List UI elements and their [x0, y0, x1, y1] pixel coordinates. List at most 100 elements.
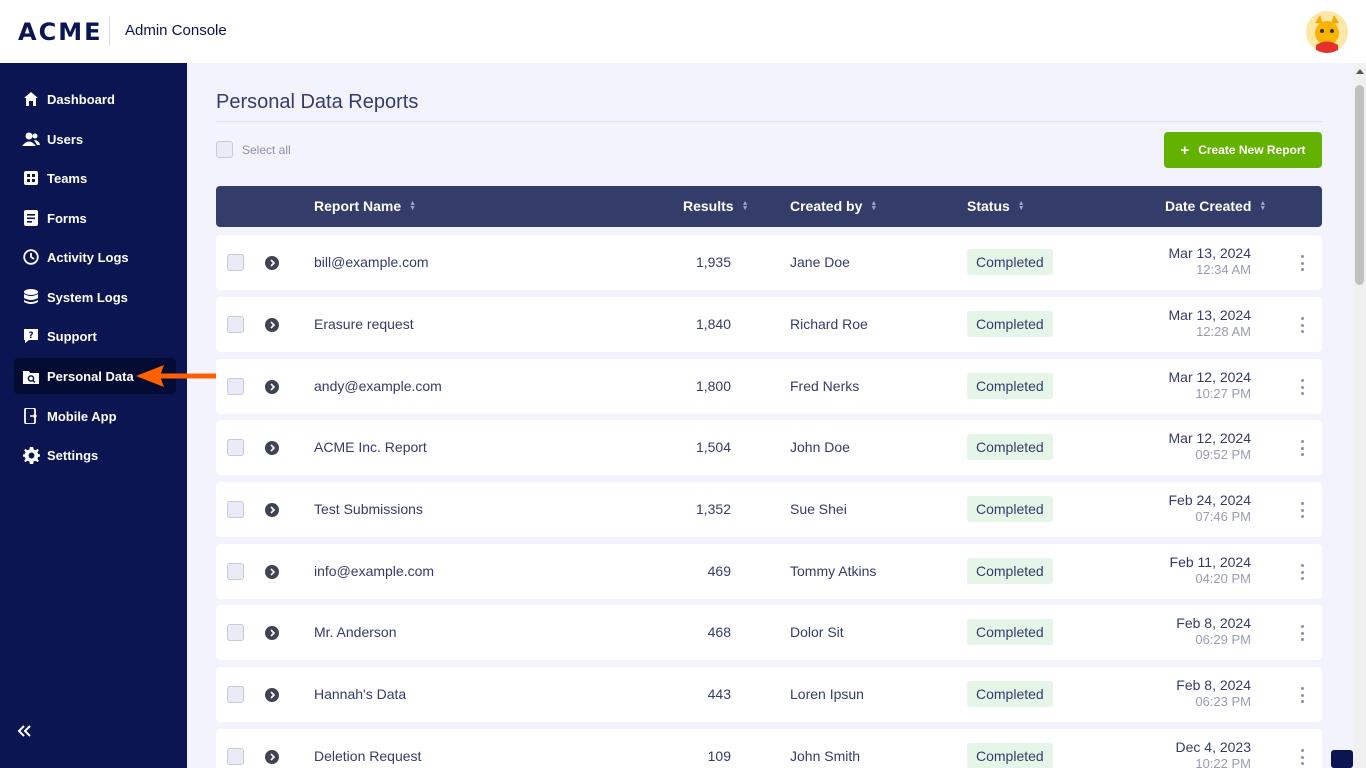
expand-arrow-icon[interactable] — [265, 688, 279, 702]
column-header-status[interactable]: Status ▲ ▼ — [967, 198, 1025, 214]
create-new-report-button[interactable]: + Create New Report — [1164, 132, 1322, 168]
report-name[interactable]: ACME Inc. Report — [314, 439, 427, 455]
user-avatar[interactable] — [1306, 11, 1348, 53]
sidebar-item-forms[interactable]: Forms — [14, 200, 176, 236]
results-count: 1,352 — [695, 501, 731, 517]
row-checkbox[interactable] — [227, 748, 244, 765]
column-header-created-by[interactable]: Created by ▲ ▼ — [790, 198, 877, 214]
expand-arrow-icon[interactable] — [265, 441, 279, 455]
column-header-results[interactable]: Results ▲ ▼ — [683, 198, 749, 214]
date-created: Feb 24, 2024 07:46 PM — [1168, 492, 1251, 525]
expand-arrow-icon[interactable] — [265, 626, 279, 640]
sidebar-item-mobile-app[interactable]: Mobile App — [14, 398, 176, 434]
time-text: 06:29 PM — [1195, 632, 1251, 647]
sidebar-item-users[interactable]: Users — [14, 121, 176, 157]
select-all-box[interactable] — [216, 141, 233, 158]
report-name[interactable]: Hannah's Data — [314, 686, 407, 702]
more-options-icon[interactable] — [1298, 253, 1306, 273]
sidebar-item-label: Forms — [47, 210, 87, 226]
database-icon — [22, 288, 40, 306]
collapse-sidebar-icon[interactable] — [16, 723, 36, 743]
report-name[interactable]: andy@example.com — [314, 378, 442, 394]
table-row[interactable]: Deletion Request 109 John Smith Completed De… — [216, 729, 1322, 768]
sidebar-item-label: Teams — [47, 170, 88, 186]
help-icon: ? — [22, 327, 40, 345]
column-header-report-name[interactable]: Report Name ▲ ▼ — [314, 198, 416, 214]
row-checkbox[interactable] — [227, 378, 244, 395]
results-count: 109 — [707, 748, 731, 764]
column-header-date-created[interactable]: Date Created ▲ ▼ — [1165, 198, 1266, 214]
report-name[interactable]: Deletion Request — [314, 748, 422, 764]
results-count: 1,840 — [695, 316, 731, 332]
scroll-up-icon[interactable] — [1356, 69, 1364, 74]
table-row[interactable]: Mr. Anderson 468 Dolor Sit Completed Feb 8, … — [216, 605, 1322, 660]
status-badge: Completed — [967, 619, 1053, 645]
more-options-icon[interactable] — [1298, 438, 1306, 458]
row-checkbox[interactable] — [227, 563, 244, 580]
row-checkbox[interactable] — [227, 316, 244, 333]
select-all-checkbox[interactable]: Select all — [216, 141, 291, 158]
table-row[interactable]: Erasure request 1,840 Richard Roe Completed… — [216, 297, 1322, 352]
table-row[interactable]: Hannah's Data 443 Loren Ipsun Completed Feb … — [216, 667, 1322, 722]
row-checkbox[interactable] — [227, 254, 244, 271]
more-options-icon[interactable] — [1298, 685, 1306, 705]
sidebar-item-settings[interactable]: Settings — [14, 437, 176, 473]
more-options-icon[interactable] — [1298, 623, 1306, 643]
sidebar-item-system-logs[interactable]: System Logs — [14, 279, 176, 315]
report-name[interactable]: bill@example.com — [314, 254, 429, 270]
row-checkbox[interactable] — [227, 439, 244, 456]
camera-folder-icon — [22, 367, 40, 385]
svg-text:?: ? — [28, 331, 33, 341]
report-name[interactable]: info@example.com — [314, 563, 435, 579]
table-row[interactable]: bill@example.com 1,935 Jane Doe Completed Ma… — [216, 235, 1322, 290]
column-label: Date Created — [1165, 198, 1252, 214]
column-label: Status — [967, 198, 1010, 214]
sidebar-item-dashboard[interactable]: Dashboard — [14, 81, 176, 117]
sort-icon: ▲ ▼ — [409, 200, 417, 212]
vertical-scrollbar[interactable] — [1353, 63, 1366, 768]
results-count: 469 — [707, 563, 731, 579]
row-checkbox[interactable] — [227, 686, 244, 703]
top-bar: ACME Admin Console — [0, 0, 1366, 63]
sidebar-item-support[interactable]: ? Support — [14, 318, 176, 354]
home-icon — [22, 90, 40, 108]
more-options-icon[interactable] — [1298, 562, 1306, 582]
date-text: Dec 4, 2023 — [1175, 739, 1252, 755]
results-count: 1,800 — [695, 378, 731, 394]
main-content: Personal Data Reports Select all + Creat… — [187, 63, 1353, 768]
expand-arrow-icon[interactable] — [265, 256, 279, 270]
date-text: Mar 13, 2024 — [1168, 245, 1252, 261]
column-label: Results — [683, 198, 734, 214]
more-options-icon[interactable] — [1298, 377, 1306, 397]
more-options-icon[interactable] — [1298, 500, 1306, 520]
acme-logo[interactable]: ACME — [18, 18, 103, 46]
report-name[interactable]: Mr. Anderson — [314, 624, 397, 640]
sidebar-item-label: Mobile App — [47, 408, 117, 424]
more-options-icon[interactable] — [1298, 315, 1306, 335]
expand-arrow-icon[interactable] — [265, 380, 279, 394]
expand-arrow-icon[interactable] — [265, 565, 279, 579]
created-by: Fred Nerks — [790, 378, 860, 394]
sidebar-item-activity-logs[interactable]: Activity Logs — [14, 239, 176, 275]
row-checkbox[interactable] — [227, 624, 244, 641]
row-checkbox[interactable] — [227, 501, 244, 518]
report-name[interactable]: Erasure request — [314, 316, 414, 332]
status-badge: Completed — [967, 496, 1053, 522]
date-text: Mar 12, 2024 — [1168, 369, 1252, 385]
chat-icon[interactable] — [1331, 750, 1353, 768]
expand-arrow-icon[interactable] — [265, 318, 279, 332]
expand-arrow-icon[interactable] — [265, 503, 279, 517]
table-row[interactable]: Test Submissions 1,352 Sue Shei Completed Fe… — [216, 482, 1322, 537]
report-name[interactable]: Test Submissions — [314, 501, 423, 517]
more-options-icon[interactable] — [1298, 747, 1306, 767]
expand-arrow-icon[interactable] — [265, 750, 279, 764]
table-row[interactable]: andy@example.com 1,800 Fred Nerks Completed… — [216, 359, 1322, 414]
created-by: Dolor Sit — [790, 624, 844, 640]
table-row[interactable]: ACME Inc. Report 1,504 John Doe Completed Ma… — [216, 420, 1322, 475]
table-row[interactable]: info@example.com 469 Tommy Atkins Completed… — [216, 544, 1322, 599]
time-text: 06:23 PM — [1195, 694, 1251, 709]
column-label: Report Name — [314, 198, 402, 214]
status-badge: Completed — [967, 434, 1053, 460]
sidebar-item-teams[interactable]: Teams — [14, 160, 176, 196]
scroll-thumb[interactable] — [1355, 85, 1364, 285]
